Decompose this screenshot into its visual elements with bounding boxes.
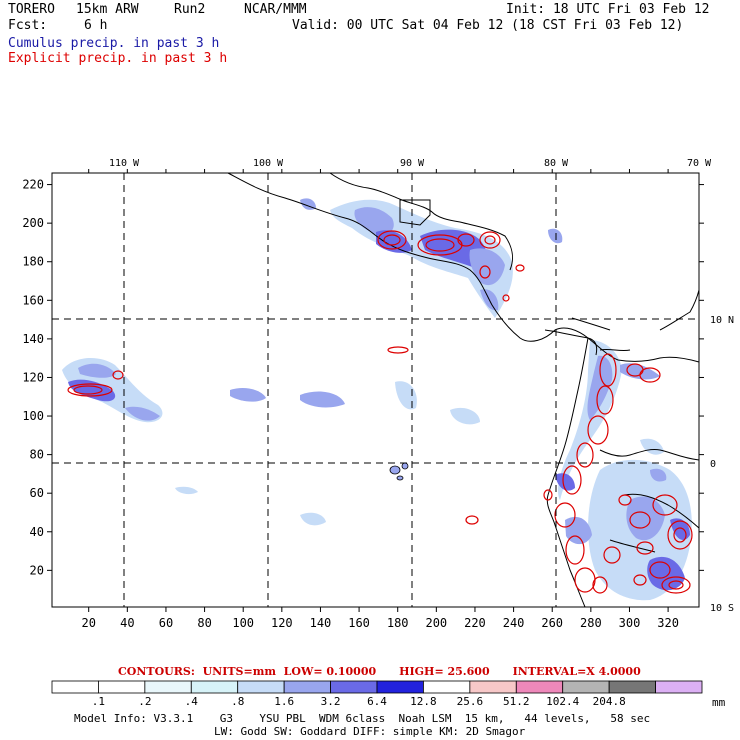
x-tick-label: 240 xyxy=(503,616,525,630)
contour-high: HIGH= 25.600 xyxy=(399,665,490,678)
x-tick-label: 100 xyxy=(232,616,254,630)
colorbar-label: .2 xyxy=(138,695,151,708)
contour-units: UNITS=mm xyxy=(202,665,276,678)
y-tick-label: 220 xyxy=(22,178,44,192)
y-axis-ticks: 20 40 60 80 100 120 140 160 180 200 220 xyxy=(22,178,704,577)
x-tick-label: 280 xyxy=(580,616,602,630)
contour-info: CONTOURS: UNITS=mm LOW= 0.10000 HIGH= 25… xyxy=(118,665,641,678)
colorbar-segment xyxy=(423,680,471,694)
colorbar-segment xyxy=(237,680,285,694)
organization: NCAR/MMM xyxy=(244,2,307,17)
colorbar-label: 51.2 xyxy=(503,695,530,708)
colorbar-units: mm xyxy=(712,696,726,709)
x-tick-label: 160 xyxy=(348,616,370,630)
forecast-hour: 6 h xyxy=(84,18,108,33)
contour-low: LOW= 0.10000 xyxy=(283,665,377,678)
galapagos-islands xyxy=(389,462,409,481)
run-label: Run2 xyxy=(174,2,206,17)
colorbar-segment xyxy=(376,680,424,694)
x-axis-ticks: 20 40 60 80 100 120 140 160 180 200 220 240 260 280 30… xyxy=(81,169,679,630)
x-tick-label: 220 xyxy=(464,616,486,630)
valid-time: Valid: 00 UTC Sat 04 Feb 12 (18 CST Fri … xyxy=(292,18,684,33)
x-tick-label: 20 xyxy=(81,616,95,630)
lat-lon-grid xyxy=(52,173,699,607)
y-tick-label: 100 xyxy=(22,409,44,423)
longitude-label: 100 W xyxy=(253,158,284,169)
init-time: Init: 18 UTC Fri 03 Feb 12 xyxy=(506,2,710,17)
colorbar-segment xyxy=(283,680,331,694)
colorbar-label: 25.6 xyxy=(457,695,484,708)
cumulus-field-label: Cumulus precip. in past 3 h xyxy=(8,36,220,51)
colorbar-label: 1.6 xyxy=(274,695,294,708)
y-tick-label: 180 xyxy=(22,255,44,269)
coastlines xyxy=(227,172,700,608)
longitude-label: 80 W xyxy=(544,158,569,169)
model-name: TORERO xyxy=(8,2,55,17)
colorbar-segment xyxy=(655,680,703,694)
longitude-label: 90 W xyxy=(400,158,425,169)
colorbar-label: .1 xyxy=(92,695,105,708)
x-tick-label: 300 xyxy=(619,616,641,630)
x-tick-label: 200 xyxy=(425,616,447,630)
longitude-labels: 110 W 100 W 90 W 80 W 70 W xyxy=(109,158,712,169)
y-tick-label: 160 xyxy=(22,293,44,307)
y-tick-label: 20 xyxy=(30,563,44,577)
latitude-label: 10 N xyxy=(710,315,734,326)
x-tick-label: 60 xyxy=(159,616,173,630)
colorbar-label: 6.4 xyxy=(367,695,387,708)
colorbar-segment xyxy=(562,680,610,694)
x-tick-label: 80 xyxy=(197,616,211,630)
colorbar: .1 .2 .4 .8 1.6 3.2 6.4 12.8 25.6 51.2 102.4 204.8 xyxy=(51,680,703,708)
contour-interval: INTERVAL=X 4.0000 xyxy=(512,665,641,678)
latitude-label: 10 S xyxy=(710,603,734,614)
y-tick-label: 60 xyxy=(30,486,44,500)
x-tick-label: 40 xyxy=(120,616,134,630)
y-tick-label: 120 xyxy=(22,370,44,384)
y-tick-label: 40 xyxy=(30,525,44,539)
model-info-line2: LW: Godd SW: Goddard DIFF: simple KM: 2D… xyxy=(214,725,526,738)
colorbar-label: 204.8 xyxy=(593,695,626,708)
model-info-line1: Model Info: V3.3.1 G3 YSU PBL WDM 6class… xyxy=(74,712,651,725)
colorbar-segment xyxy=(98,680,146,694)
x-tick-label: 260 xyxy=(541,616,563,630)
colorbar-label: 12.8 xyxy=(410,695,437,708)
model-resolution: 15km ARW xyxy=(76,2,139,17)
y-tick-label: 80 xyxy=(30,448,44,462)
colorbar-segment xyxy=(515,680,564,694)
x-tick-label: 320 xyxy=(657,616,679,630)
longitude-label: 110 W xyxy=(109,158,140,169)
y-tick-label: 140 xyxy=(22,332,44,346)
explicit-precip-contours xyxy=(67,230,693,594)
contour-label: CONTOURS: xyxy=(118,665,195,678)
forecast-label: Fcst: xyxy=(8,18,48,33)
latitude-label: 0 xyxy=(710,459,716,470)
longitude-label: 70 W xyxy=(687,158,712,169)
colorbar-segment xyxy=(330,680,378,694)
colorbar-label: .8 xyxy=(231,695,244,708)
x-tick-label: 180 xyxy=(387,616,409,630)
map-frame xyxy=(51,172,700,608)
colorbar-segment xyxy=(608,680,656,694)
x-tick-label: 140 xyxy=(310,616,332,630)
latitude-labels: 10 N 0 10 S xyxy=(710,315,734,614)
colorbar-segment xyxy=(190,680,239,694)
colorbar-segment xyxy=(51,680,99,694)
colorbar-segment xyxy=(469,680,517,694)
colorbar-segment xyxy=(144,680,192,694)
colorbar-label: 3.2 xyxy=(321,695,341,708)
colorbar-label: .4 xyxy=(185,695,199,708)
explicit-field-label: Explicit precip. in past 3 h xyxy=(8,51,228,66)
y-tick-label: 200 xyxy=(22,216,44,230)
colorbar-label: 102.4 xyxy=(546,695,579,708)
x-tick-label: 120 xyxy=(271,616,293,630)
